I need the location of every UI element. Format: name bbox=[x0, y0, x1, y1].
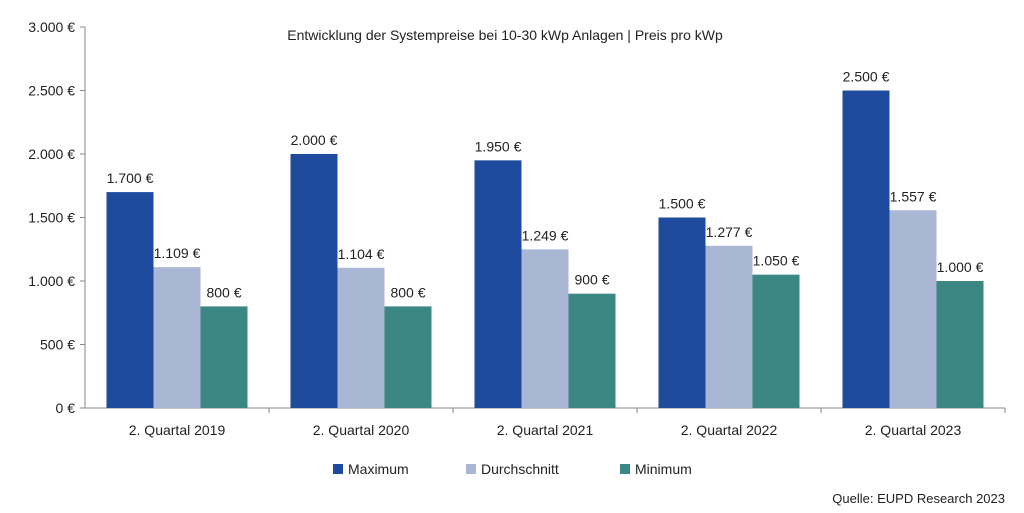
bar-minimum-0 bbox=[200, 306, 248, 408]
legend-swatch-minimum bbox=[620, 464, 630, 474]
bar-durchschnitt-4 bbox=[889, 210, 937, 408]
data-label: 1.109 € bbox=[154, 245, 201, 261]
data-label: 800 € bbox=[390, 284, 425, 300]
data-label: 1.104 € bbox=[338, 246, 385, 262]
bar-durchschnitt-1 bbox=[337, 267, 385, 408]
bar-minimum-3 bbox=[752, 274, 800, 408]
y-axis-ticks: 0 € 500 € 1.000 € 1.500 € 2.000 € 2.500 € 3.00… bbox=[28, 19, 85, 416]
x-category-label: 2. Quartal 2023 bbox=[865, 422, 962, 438]
y-tick-label: 0 € bbox=[56, 400, 76, 416]
y-tick-label: 1.000 € bbox=[28, 273, 75, 289]
bar-maximum-4 bbox=[842, 90, 890, 408]
x-axis-categories: 2. Quartal 2019 2. Quartal 2020 2. Quartal… bbox=[129, 408, 1006, 438]
bar-maximum-1 bbox=[290, 154, 338, 408]
bar-durchschnitt-2 bbox=[521, 249, 569, 408]
legend-label-maximum: Maximum bbox=[348, 461, 409, 477]
data-label: 1.000 € bbox=[937, 259, 984, 275]
y-tick-label: 3.000 € bbox=[28, 19, 75, 35]
bars: 1.700 € 1.109 € 800 € 2.000 € 1.104 € 800 € 1.… bbox=[106, 69, 984, 408]
legend: Maximum Durchschnitt Minimum bbox=[333, 461, 692, 477]
y-tick-label: 2.500 € bbox=[28, 83, 75, 99]
data-label: 1.700 € bbox=[107, 170, 154, 186]
y-tick-label: 500 € bbox=[40, 337, 75, 353]
x-category-label: 2. Quartal 2021 bbox=[497, 422, 594, 438]
data-label: 900 € bbox=[574, 272, 609, 288]
data-label: 1.050 € bbox=[753, 253, 800, 269]
x-category-label: 2. Quartal 2022 bbox=[681, 422, 778, 438]
data-label: 1.277 € bbox=[706, 224, 753, 240]
data-label: 800 € bbox=[206, 284, 241, 300]
y-tick-label: 2.000 € bbox=[28, 146, 75, 162]
legend-label-durchschnitt: Durchschnitt bbox=[481, 461, 559, 477]
bar-minimum-4 bbox=[936, 281, 984, 408]
bar-minimum-1 bbox=[384, 306, 432, 408]
bar-maximum-0 bbox=[106, 192, 154, 408]
legend-swatch-maximum bbox=[333, 464, 343, 474]
legend-label-minimum: Minimum bbox=[635, 461, 692, 477]
data-label: 1.950 € bbox=[475, 138, 522, 154]
data-label: 1.557 € bbox=[890, 188, 937, 204]
legend-swatch-durchschnitt bbox=[466, 464, 476, 474]
bar-maximum-3 bbox=[658, 217, 706, 408]
x-category-label: 2. Quartal 2019 bbox=[129, 422, 226, 438]
x-category-label: 2. Quartal 2020 bbox=[313, 422, 410, 438]
data-label: 2.500 € bbox=[843, 69, 890, 85]
data-label: 2.000 € bbox=[291, 132, 338, 148]
bar-durchschnitt-0 bbox=[153, 267, 201, 408]
data-label: 1.500 € bbox=[659, 196, 706, 212]
bar-maximum-2 bbox=[474, 160, 522, 408]
data-label: 1.249 € bbox=[522, 227, 569, 243]
bar-minimum-2 bbox=[568, 293, 616, 408]
bar-durchschnitt-3 bbox=[705, 245, 753, 408]
y-tick-label: 1.500 € bbox=[28, 210, 75, 226]
chart-title: Entwicklung der Systempreise bei 10-30 k… bbox=[287, 27, 723, 43]
source-note: Quelle: EUPD Research 2023 bbox=[832, 491, 1005, 506]
